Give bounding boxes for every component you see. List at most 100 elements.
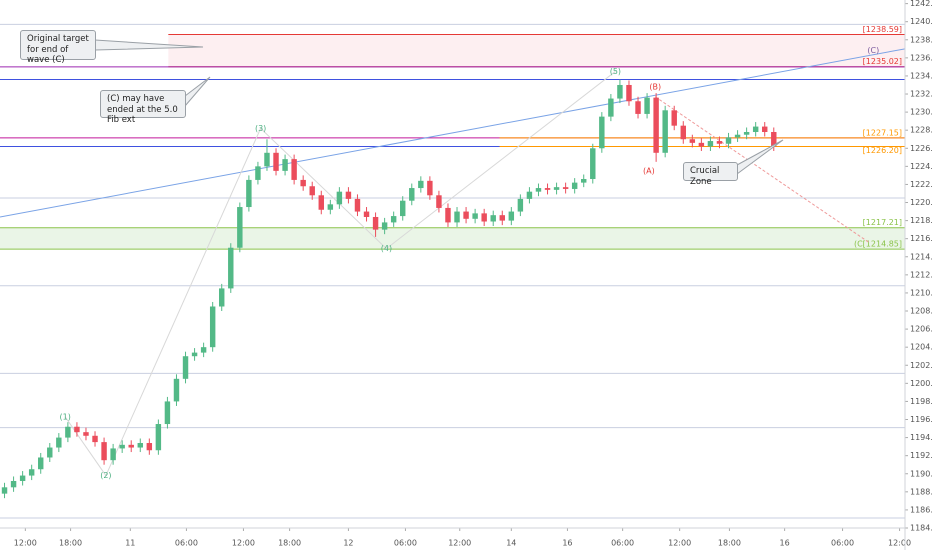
level-label: [1235.02]: [863, 57, 902, 66]
candle-body: [743, 132, 750, 135]
candle-body: [752, 126, 759, 132]
candle-body: [508, 211, 515, 221]
callout: Original target for end of wave (C): [20, 30, 96, 65]
y-tick-label: 1234.00: [910, 71, 932, 80]
candle-body: [617, 84, 623, 99]
candle-body: [74, 426, 80, 433]
x-tick-label: 12:00: [888, 539, 911, 548]
candle-body: [65, 426, 71, 438]
candle-body: [716, 141, 723, 144]
candle-body: [363, 211, 370, 217]
candle-body: [626, 84, 632, 102]
candle-body: [372, 216, 379, 230]
candle-body: [291, 159, 297, 180]
candle-body: [164, 401, 171, 425]
pointer: [94, 39, 204, 51]
candle-body: [762, 126, 768, 132]
candle-body: [454, 211, 460, 223]
x-tick-label: 18:00: [59, 539, 82, 548]
candle-body: [689, 139, 696, 143]
candle-body: [517, 198, 524, 212]
candle-body: [56, 437, 62, 448]
candle-body: [209, 306, 216, 348]
candle-body: [436, 195, 442, 208]
y-tick-label: 1224.00: [910, 162, 932, 171]
candle-body: [237, 207, 243, 248]
level-label: (C[1214.85]: [854, 240, 902, 249]
candle-body: [390, 216, 397, 223]
candle-body: [1, 487, 8, 494]
wave-label: (4): [381, 244, 392, 253]
candle-body: [553, 187, 560, 190]
y-tick-label: 1200.00: [910, 379, 932, 388]
wave-label: (A): [643, 166, 655, 175]
candle-body: [273, 152, 279, 171]
x-tick-label: 06:00: [611, 539, 634, 548]
candle-body: [137, 443, 143, 448]
candle-body: [608, 98, 614, 117]
x-tick-label: 12:00: [14, 539, 37, 548]
wave-label: (2): [100, 471, 111, 480]
y-tick-label: 1226.00: [910, 144, 932, 153]
candle-body: [481, 213, 487, 222]
y-tick-label: 1242.00: [910, 0, 932, 8]
y-tick-label: 1204.00: [910, 343, 932, 352]
candle-body: [191, 352, 198, 357]
candle-body: [282, 159, 288, 171]
y-tick-label: 1184.00: [910, 524, 932, 533]
candle-body: [698, 142, 705, 147]
candle-body: [155, 424, 162, 451]
y-tick-label: 1210.00: [910, 288, 932, 297]
y-tick-label: 1236.00: [910, 53, 932, 62]
candle-body: [562, 187, 569, 189]
y-tick-label: 1186.00: [910, 505, 932, 514]
candle-body: [734, 134, 741, 138]
zone: [168, 34, 905, 67]
candle-body: [526, 191, 533, 199]
wave-label: (C): [867, 46, 879, 55]
candle-body: [644, 97, 650, 114]
candle-body: [173, 378, 180, 402]
candle-body: [28, 469, 35, 476]
candle-body: [635, 101, 641, 114]
x-tick-label: 06:00: [394, 539, 417, 548]
x-tick-label: 18:00: [718, 539, 741, 548]
y-tick-label: 1216.00: [910, 234, 932, 243]
x-tick-label: 12:00: [448, 539, 471, 548]
x-tick-label: 16: [562, 539, 572, 548]
y-tick-label: 1232.00: [910, 90, 932, 99]
x-tick-label: 06:00: [831, 539, 854, 548]
y-tick-label: 1202.00: [910, 361, 932, 370]
candle-body: [219, 288, 225, 307]
candle-body: [336, 191, 343, 205]
candle-body: [680, 125, 686, 140]
candle-body: [409, 188, 415, 201]
y-tick-label: 1222.00: [910, 180, 932, 189]
candle-body: [427, 180, 433, 196]
candle-body: [418, 180, 424, 189]
y-tick-label: 1190.00: [910, 469, 932, 478]
x-tick-label: 12:00: [232, 539, 255, 548]
candle-body: [200, 347, 207, 353]
candle-body: [463, 211, 469, 219]
x-tick-label: 06:00: [175, 539, 198, 548]
candle-body: [47, 447, 53, 458]
pointer: [184, 76, 211, 107]
x-tick-label: 12: [343, 539, 353, 548]
candle-body: [327, 204, 334, 210]
candle-body: [571, 182, 578, 189]
candle-body: [707, 141, 714, 147]
y-tick-label: 1212.00: [910, 270, 932, 279]
candle-body: [590, 148, 596, 180]
callout: (C) may have ended at the 5.0 Fib ext: [100, 90, 186, 125]
y-tick-label: 1192.00: [910, 451, 932, 460]
candle-body: [309, 186, 315, 196]
y-tick-label: 1196.00: [910, 415, 932, 424]
x-tick-label: 14: [506, 539, 516, 548]
candle-body: [662, 110, 668, 153]
level-label: [1238.59]: [863, 25, 902, 34]
y-tick-label: 1220.00: [910, 198, 932, 207]
candle-body: [535, 188, 542, 192]
